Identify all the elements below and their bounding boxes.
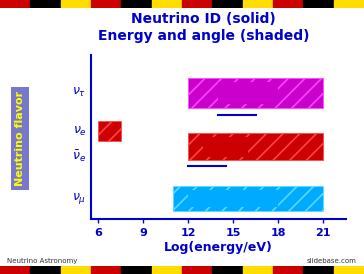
Bar [182, 0, 212, 8]
Bar [212, 0, 243, 8]
Bar [99, 121, 121, 141]
Bar [212, 266, 243, 274]
Bar [0, 0, 30, 8]
Bar [61, 266, 91, 274]
Bar [152, 0, 182, 8]
Text: Neutrino flavor: Neutrino flavor [15, 91, 25, 186]
Bar [91, 0, 121, 8]
Bar [303, 266, 334, 274]
Bar [30, 0, 61, 8]
Bar [121, 266, 152, 274]
Bar [91, 266, 121, 274]
Bar [182, 266, 212, 274]
Bar [243, 266, 273, 274]
Bar [273, 266, 303, 274]
Text: Neutrino ID (solid): Neutrino ID (solid) [131, 12, 276, 26]
Bar [203, 137, 248, 156]
Bar [152, 266, 182, 274]
X-axis label: Log(energy/eV): Log(energy/eV) [164, 241, 273, 254]
Text: slidebase.com: slidebase.com [307, 258, 357, 264]
Bar [189, 133, 323, 161]
Bar [334, 0, 364, 8]
Text: $\nu_e$: $\nu_e$ [72, 125, 87, 138]
Text: Neutrino Astronomy: Neutrino Astronomy [7, 258, 78, 264]
Bar [30, 266, 61, 274]
Bar [273, 0, 303, 8]
Bar [173, 186, 323, 211]
Bar [189, 190, 278, 207]
Bar [61, 0, 91, 8]
Text: $\nu_\tau$: $\nu_\tau$ [72, 85, 87, 99]
Bar [243, 0, 273, 8]
Text: $\nu_\mu$: $\nu_\mu$ [72, 191, 87, 206]
Bar [121, 0, 152, 8]
Bar [334, 266, 364, 274]
Bar [0, 266, 30, 274]
Bar [189, 78, 323, 108]
Text: Energy and angle (shaded): Energy and angle (shaded) [98, 29, 310, 43]
Bar [218, 82, 278, 104]
Bar [303, 0, 334, 8]
Text: $\bar{\nu}_e$: $\bar{\nu}_e$ [72, 149, 87, 164]
